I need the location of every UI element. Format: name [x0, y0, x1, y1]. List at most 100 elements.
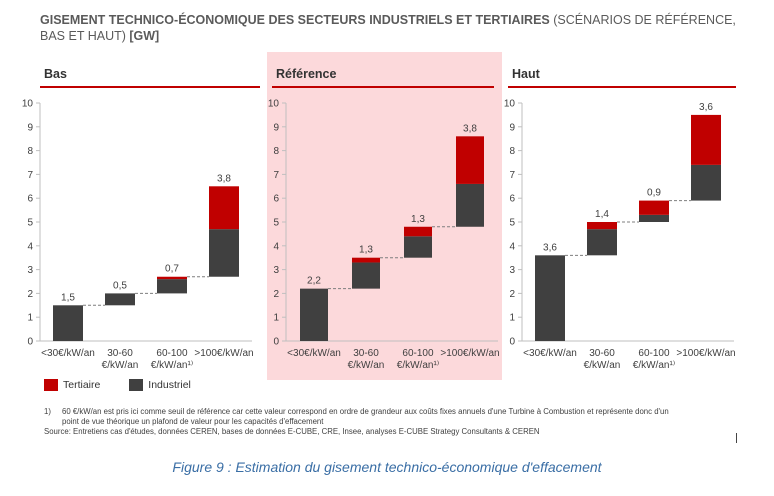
chart-haut-ytick-label-0: 0: [509, 337, 515, 348]
legend-item-tertiaire: Tertiaire: [44, 379, 101, 392]
legend-label-industriel: Industriel: [148, 379, 191, 391]
chart-bas-bar-industriel-1: [105, 293, 135, 306]
chart-haut-bar-tertiaire-1: [587, 222, 617, 230]
chart-bas-total-label-3: 3,8: [217, 173, 231, 184]
panel-title-haut: Haut: [512, 67, 540, 81]
chart-bas-ytick-label-10: 10: [22, 99, 34, 110]
legend-label-tertiaire: Tertiaire: [63, 379, 101, 391]
chart-reference-total-label-3: 3,8: [463, 123, 477, 134]
legend: Tertiaire Industriel: [44, 379, 217, 392]
panel-title-bas: Bas: [44, 67, 67, 81]
chart-reference-category-label-2-1: €/kW/an¹⁾: [397, 360, 439, 371]
chart-title: GISEMENT TECHNICO-ÉCONOMIQUE DES SECTEUR…: [40, 12, 740, 44]
chart-haut-total-label-2: 0,9: [647, 188, 661, 199]
chart-bas-ytick-label-2: 2: [27, 289, 33, 300]
chart-haut-ytick-label-6: 6: [509, 194, 515, 205]
panel-rule-reference: [272, 86, 494, 88]
legend-swatch-tertiaire: [44, 379, 58, 392]
chart-reference-bar-industriel-1: [352, 262, 380, 289]
chart-bas-total-label-1: 0,5: [113, 280, 127, 291]
figure-caption: Figure 9 : Estimation du gisement techni…: [172, 459, 602, 475]
chart-reference-ytick-label-9: 9: [273, 122, 279, 133]
chart-bas-ytick-label-5: 5: [27, 218, 33, 229]
chart-bas-ytick-label-6: 6: [27, 194, 33, 205]
chart-reference-ytick-label-4: 4: [273, 241, 279, 252]
footnote-line1: 60 €/kW/an est pris ici comme seuil de r…: [62, 407, 669, 416]
chart-reference-bar-tertiaire-3: [456, 136, 484, 184]
chart-reference-ytick-label-7: 7: [273, 170, 279, 181]
chart-bas-ytick-label-1: 1: [27, 313, 33, 324]
chart-haut-category-label-2-0: 60-100: [638, 348, 670, 359]
chart-reference-total-label-1: 1,3: [359, 245, 373, 256]
text-cursor: [736, 433, 737, 443]
title-normal: (SCÉNARIOS DE RÉFÉRENCE, BAS ET HAUT): [40, 13, 736, 43]
chart-reference-bar-tertiaire-2: [404, 226, 432, 237]
chart-bas-total-label-0: 1,5: [61, 292, 75, 303]
chart-haut-total-label-3: 3,6: [699, 102, 713, 113]
chart-bas-total-label-2: 0,7: [165, 264, 179, 275]
footnote-number: 1): [44, 407, 51, 416]
chart-bas-ytick-label-9: 9: [27, 122, 33, 133]
chart-bas-ytick-label-0: 0: [27, 337, 33, 348]
chart-reference-bar-industriel-2: [404, 236, 432, 258]
legend-item-industriel: Industriel: [129, 379, 191, 392]
chart-haut-ytick-label-5: 5: [509, 218, 515, 229]
chart-haut-bar-industriel-3: [691, 164, 721, 201]
chart-haut-total-label-1: 1,4: [595, 209, 609, 220]
chart-bas-bar-tertiaire-3: [209, 186, 239, 230]
chart-bas-category-label-1-0: 30-60: [107, 348, 133, 359]
chart-haut-category-label-1-0: 30-60: [589, 348, 615, 359]
chart-bas-bar-tertiaire-2: [157, 276, 187, 280]
chart-haut-ytick-label-1: 1: [509, 313, 515, 324]
panel-rule-haut: [508, 86, 736, 88]
chart-reference-ytick-label-8: 8: [273, 146, 279, 157]
chart-haut-total-label-0: 3,6: [543, 242, 557, 253]
chart-reference-category-label-1-1: €/kW/an: [348, 360, 385, 371]
chart-haut-ytick-label-10: 10: [504, 99, 516, 110]
chart-bas-bar-industriel-0: [53, 305, 83, 341]
chart-reference-ytick-label-6: 6: [273, 194, 279, 205]
chart-reference-ytick-label-5: 5: [273, 218, 279, 229]
chart-bas-bar-industriel-2: [157, 279, 187, 294]
chart-bas-category-label-0-0: <30€/kW/an: [41, 348, 95, 359]
chart-bas-ytick-label-8: 8: [27, 146, 33, 157]
chart-haut-ytick-label-7: 7: [509, 170, 515, 181]
chart-haut-ytick-label-4: 4: [509, 241, 515, 252]
legend-swatch-industriel: [129, 379, 144, 392]
chart-haut-bar-tertiaire-3: [691, 114, 721, 165]
chart-reference-ytick-label-1: 1: [273, 313, 279, 324]
chart-bas-ytick-label-4: 4: [27, 241, 33, 252]
chart-haut-ytick-label-3: 3: [509, 265, 515, 276]
panel-rule-bas: [40, 86, 260, 88]
chart-haut-ytick-label-8: 8: [509, 146, 515, 157]
chart-reference-total-label-0: 2,2: [307, 276, 321, 287]
chart-reference-ytick-label-10: 10: [268, 99, 280, 110]
chart-reference-category-label-3-0: >100€/kW/an: [440, 348, 499, 359]
chart-haut-bar-industriel-2: [639, 214, 669, 222]
chart-bas-category-label-2-0: 60-100: [156, 348, 188, 359]
chart-reference-ytick-label-2: 2: [273, 289, 279, 300]
chart-reference-bar-tertiaire-1: [352, 257, 380, 263]
chart-bas-ytick-label-7: 7: [27, 170, 33, 181]
title-bold: GISEMENT TECHNICO-ÉCONOMIQUE DES SECTEUR…: [40, 13, 550, 27]
chart-bas-category-label-1-1: €/kW/an: [102, 360, 139, 371]
chart-haut-bar-tertiaire-2: [639, 200, 669, 215]
footnote-source: Source: Entretiens cas d'études, données…: [44, 427, 540, 436]
chart-reference-total-label-2: 1,3: [411, 214, 425, 225]
chart-reference-ytick-label-3: 3: [273, 265, 279, 276]
chart-haut-bar-industriel-1: [587, 229, 617, 256]
chart-haut-bar-industriel-0: [535, 255, 565, 341]
chart-reference-bar-industriel-3: [456, 183, 484, 227]
chart-bas-bar-industriel-3: [209, 229, 239, 277]
chart-bas-ytick-label-3: 3: [27, 265, 33, 276]
footnote: 1) 60 €/kW/an est pris ici comme seuil de…: [44, 407, 744, 437]
chart-haut-category-label-3-0: >100€/kW/an: [676, 348, 735, 359]
chart-reference-category-label-1-0: 30-60: [353, 348, 379, 359]
chart-haut-category-label-0-0: <30€/kW/an: [523, 348, 577, 359]
footnote-line2: point de vue théorique un plafond de val…: [62, 417, 324, 426]
chart-haut-ytick-label-2: 2: [509, 289, 515, 300]
panel-title-reference: Référence: [276, 67, 337, 81]
title-unit: [GW]: [129, 29, 160, 43]
chart-reference-bar-industriel-0: [300, 288, 328, 341]
